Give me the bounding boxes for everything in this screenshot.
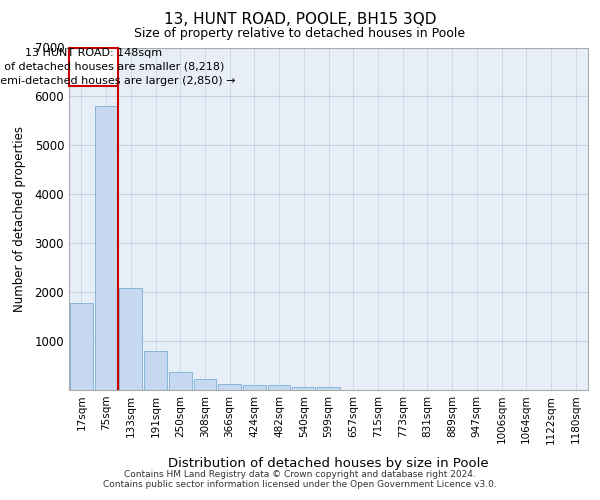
Bar (317, 387, 340, 390)
Bar (292, 386, 315, 390)
Text: 13 HUNT ROAD: 148sqm
← 74% of detached houses are smaller (8,218)
26% of semi-de: 13 HUNT ROAD: 148sqm ← 74% of detached h… (0, 48, 235, 86)
Y-axis label: Number of detached properties: Number of detached properties (13, 126, 26, 312)
Bar (194, 378, 216, 390)
Bar (268, 385, 290, 390)
Bar (243, 384, 266, 390)
Bar (169, 372, 191, 390)
Bar (144, 351, 167, 390)
Text: 13, HUNT ROAD, POOLE, BH15 3QD: 13, HUNT ROAD, POOLE, BH15 3QD (164, 12, 436, 28)
FancyBboxPatch shape (69, 48, 118, 86)
Text: Contains HM Land Registry data © Crown copyright and database right 2024.
Contai: Contains HM Land Registry data © Crown c… (103, 470, 497, 489)
Bar (218, 384, 241, 390)
X-axis label: Distribution of detached houses by size in Poole: Distribution of detached houses by size … (168, 458, 489, 470)
Bar (95, 106, 118, 390)
Bar (119, 288, 142, 390)
Bar (70, 303, 93, 390)
Text: Size of property relative to detached houses in Poole: Size of property relative to detached ho… (134, 28, 466, 40)
